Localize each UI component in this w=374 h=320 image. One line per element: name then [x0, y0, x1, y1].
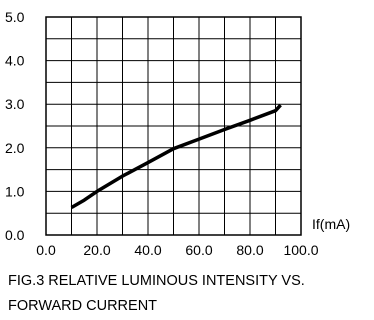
y-tick-labels: 0.0 1.0 2.0 3.0 4.0 5.0	[5, 9, 25, 243]
chart: 0.0 20.0 40.0 60.0 80.0 100.0 0.0 1.0 2.0 3.0 4.0…	[5, 9, 350, 258]
y-tick-label: 0.0	[5, 227, 25, 243]
y-tick-label: 4.0	[5, 53, 25, 69]
figure-caption-line-2: FORWARD CURRENT	[8, 298, 158, 314]
x-tick-label: 0.0	[36, 242, 56, 258]
grid	[45, 16, 302, 236]
x-tick-label: 100.0	[283, 242, 318, 258]
series-line	[70, 103, 282, 210]
x-tick-label: 60.0	[185, 242, 212, 258]
y-tick-label: 3.0	[5, 96, 25, 112]
x-axis-label: If(mA)	[312, 216, 350, 232]
x-tick-labels: 0.0 20.0 40.0 60.0 80.0 100.0	[36, 242, 318, 258]
x-tick-label: 20.0	[83, 242, 110, 258]
y-tick-label: 2.0	[5, 140, 25, 156]
x-tick-label: 80.0	[236, 242, 263, 258]
plot-frame	[45, 16, 302, 236]
y-tick-label: 1.0	[5, 183, 25, 199]
x-tick-label: 40.0	[134, 242, 161, 258]
figure-caption-line-1: FIG.3 RELATIVE LUMINOUS INTENSITY VS.	[8, 273, 305, 289]
y-tick-label: 5.0	[5, 9, 25, 25]
